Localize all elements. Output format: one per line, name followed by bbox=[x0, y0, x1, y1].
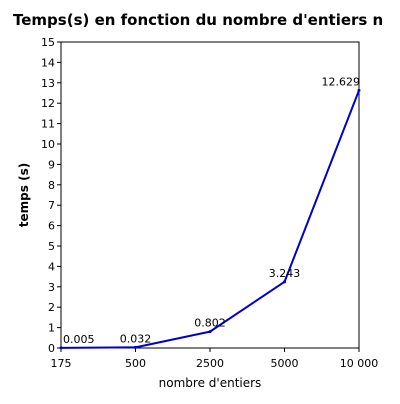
x-axis-ticks: 175 500 2500 5000 10 000 bbox=[51, 348, 379, 370]
x-axis-label: nombre d'entiers bbox=[159, 376, 262, 390]
y-tick-label: 10 bbox=[41, 138, 55, 151]
y-tick-label: 5 bbox=[48, 240, 55, 253]
y-tick-label: 8 bbox=[48, 179, 55, 192]
data-point bbox=[59, 346, 63, 350]
data-label: 12.629 bbox=[322, 75, 361, 88]
data-label: 0.005 bbox=[63, 333, 95, 346]
y-tick-label: 15 bbox=[41, 36, 55, 49]
y-tick-label: 12 bbox=[41, 97, 55, 110]
plot-area-frame bbox=[60, 41, 360, 349]
data-point bbox=[208, 330, 212, 334]
y-tick-label: 2 bbox=[48, 301, 55, 314]
series-layer bbox=[59, 88, 361, 350]
y-tick-label: 11 bbox=[41, 118, 55, 131]
y-axis-label: temps (s) bbox=[17, 163, 31, 227]
y-tick-label: 0 bbox=[48, 342, 55, 355]
y-tick-label: 3 bbox=[48, 281, 55, 294]
y-tick-label: 1 bbox=[48, 322, 55, 335]
data-point bbox=[134, 345, 137, 349]
y-tick-label: 4 bbox=[48, 260, 55, 273]
x-tick-label: 2500 bbox=[196, 357, 224, 370]
x-tick-label: 10 000 bbox=[340, 357, 379, 370]
chart-title: Temps(s) en fonction du nombre d'entiers… bbox=[13, 11, 383, 29]
data-labels: 0.005 0.032 0.802 3.243 12.629 bbox=[63, 75, 360, 346]
data-label: 3.243 bbox=[269, 267, 301, 280]
y-tick-label: 6 bbox=[48, 220, 55, 233]
data-point bbox=[357, 88, 361, 92]
data-label: 0.032 bbox=[120, 332, 152, 345]
y-tick-label: 7 bbox=[48, 199, 55, 212]
data-point bbox=[283, 280, 286, 284]
x-tick-label: 175 bbox=[51, 357, 72, 370]
data-label: 0.802 bbox=[194, 317, 226, 330]
series-line bbox=[60, 90, 360, 349]
y-tick-label: 9 bbox=[48, 158, 55, 171]
x-tick-label: 500 bbox=[125, 357, 146, 370]
x-tick-label: 5000 bbox=[271, 357, 299, 370]
y-tick-label: 13 bbox=[41, 77, 55, 90]
y-tick-label: 14 bbox=[41, 56, 55, 69]
